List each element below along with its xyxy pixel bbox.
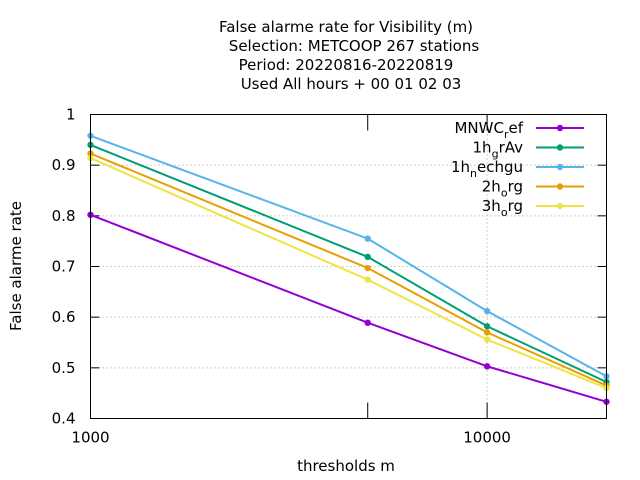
x-tick-label: 1000 [71, 429, 109, 447]
y-tick-label: 0.5 [52, 359, 76, 377]
legend-label: MNWCref [454, 119, 523, 141]
title-line-1: False alarme rate for Visibility (m) [219, 18, 473, 36]
legend-label: 2horg [482, 178, 523, 200]
x-tick-label: 10000 [463, 429, 511, 447]
series-line [90, 157, 607, 390]
legend-label: 1hgrAv [473, 139, 524, 161]
data-point [364, 319, 371, 326]
y-tick-label: 0.7 [52, 258, 76, 276]
y-tick-label: 0.8 [52, 207, 76, 225]
data-point [483, 307, 491, 315]
series-layer [87, 132, 610, 405]
series-line [90, 152, 607, 387]
y-axis-ticks: 0.4 0.5 0.6 0.7 0.8 0.9 1 [52, 106, 607, 428]
legend-label: 1hnechgu [451, 158, 523, 180]
data-point [483, 336, 491, 343]
data-point [483, 329, 491, 336]
x-axis-ticks: 1000 10000 [71, 114, 511, 447]
data-point [364, 276, 371, 283]
y-axis-label: False alarme rate [7, 201, 25, 331]
chart-title: False alarme rate for Visibility (m) Sel… [219, 18, 479, 93]
title-line-2: Selection: METCOOP 267 stations [229, 37, 480, 55]
series-line [90, 213, 607, 403]
legend-marker [556, 163, 564, 171]
legend-marker [556, 202, 564, 210]
plot-frame [90, 114, 607, 419]
legend-marker [556, 144, 564, 151]
y-tick-label: 0.4 [52, 410, 76, 428]
title-line-4: Used All hours + 00 01 02 03 [241, 75, 462, 93]
legend-marker [556, 183, 564, 190]
legend-label: 3horg [482, 197, 523, 219]
grid-lines [90, 114, 607, 419]
y-tick-label: 0.9 [52, 156, 76, 174]
data-point [364, 264, 371, 272]
data-point [483, 323, 491, 330]
data-point [364, 253, 371, 261]
data-point [364, 235, 371, 242]
x-axis-label: thresholds m [297, 457, 395, 475]
series-line [90, 134, 607, 378]
series-line [90, 143, 607, 383]
legend-marker [556, 124, 564, 132]
data-point [483, 363, 491, 370]
y-tick-label: 1 [66, 106, 76, 124]
y-tick-label: 0.6 [52, 308, 76, 326]
title-line-3: Period: 20220816-20220819 [239, 56, 454, 74]
